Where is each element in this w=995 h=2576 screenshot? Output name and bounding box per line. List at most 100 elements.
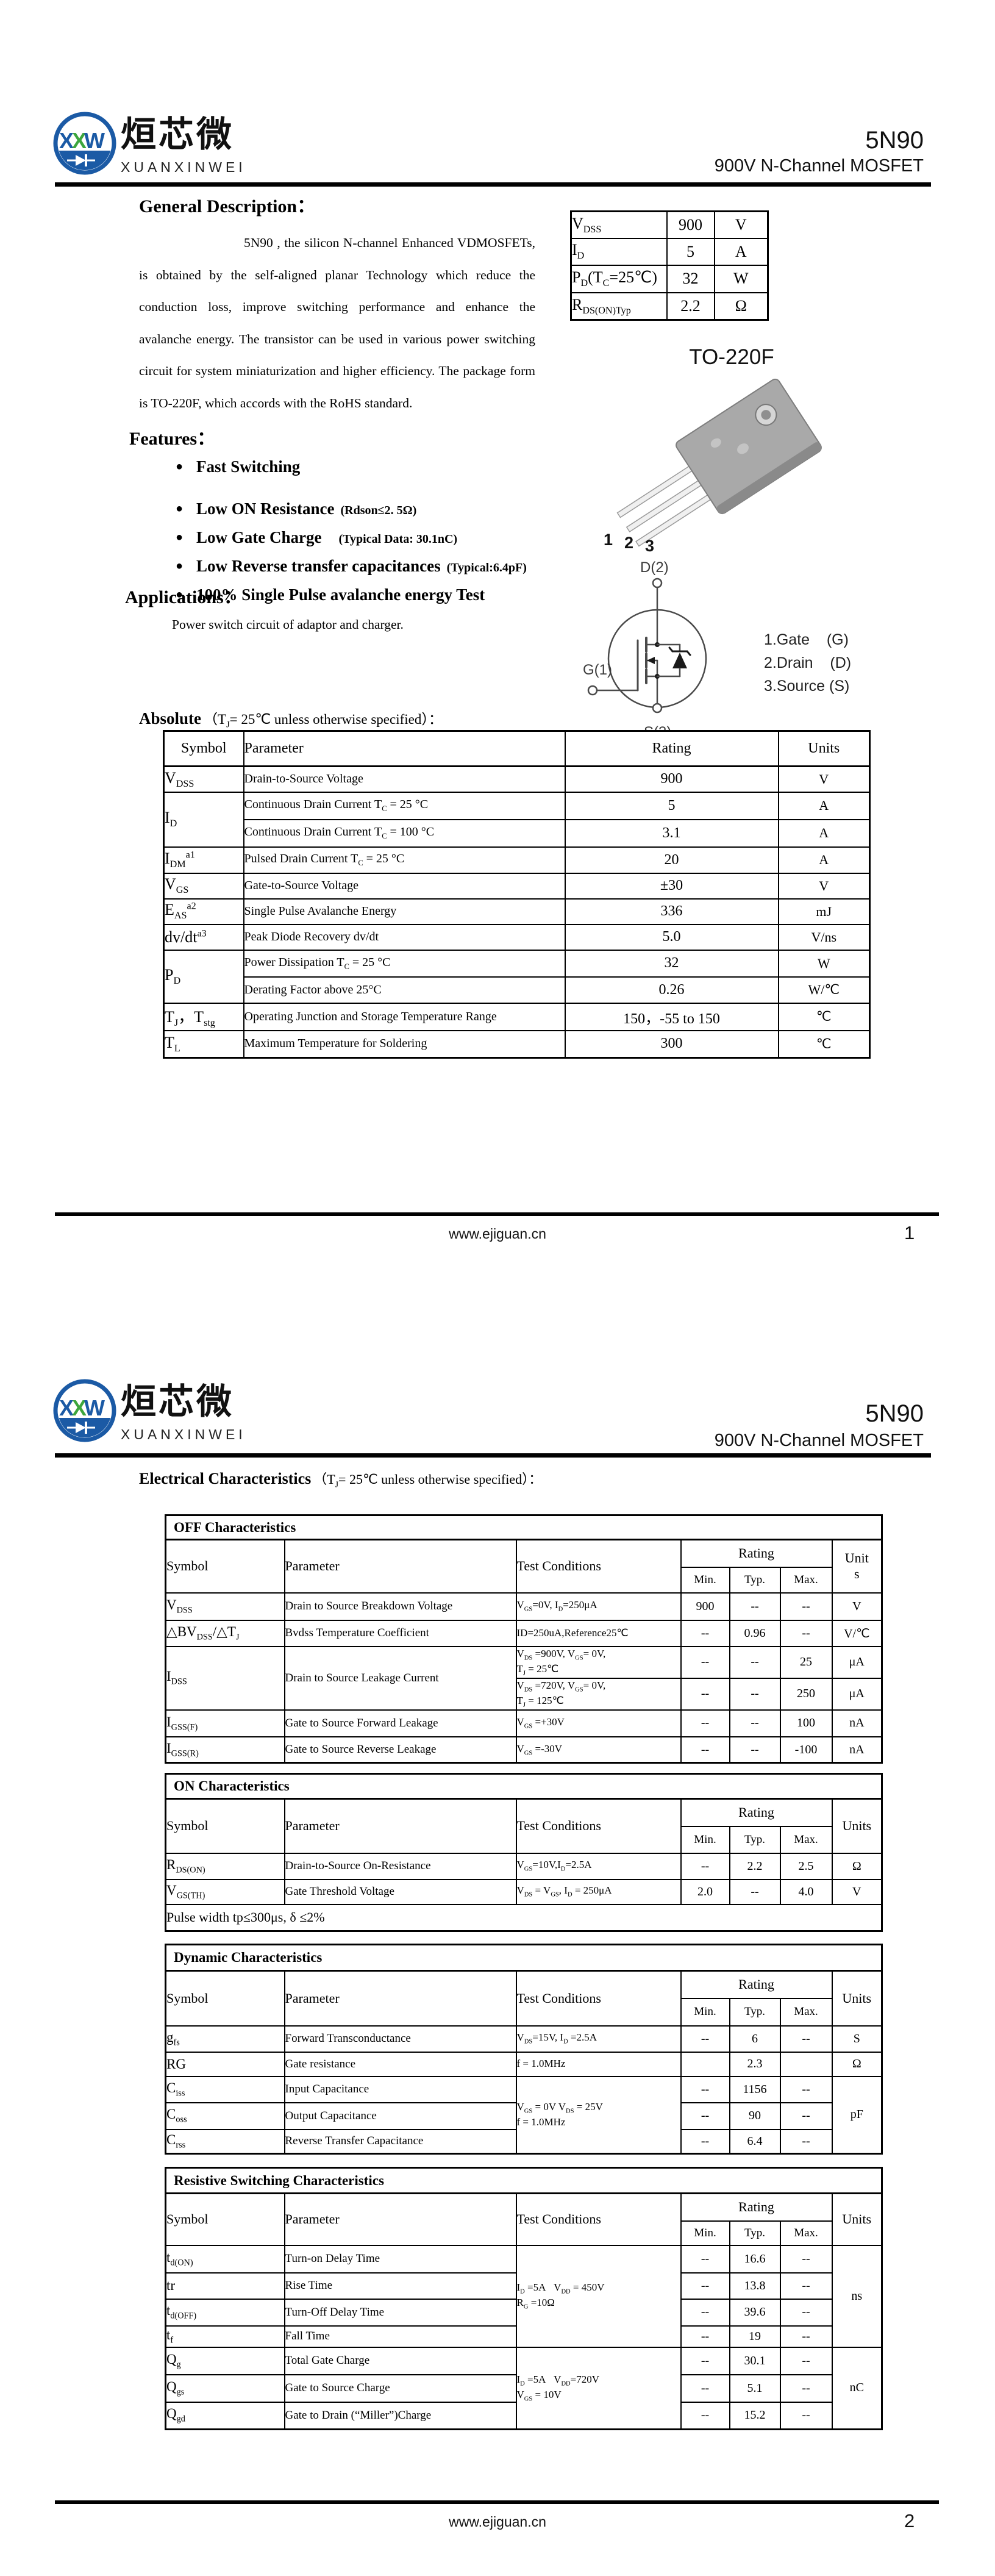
table-cell: Resistive Switching Characteristics bbox=[165, 2167, 883, 2194]
pin-legend-gate: 1.Gate (G) bbox=[764, 631, 849, 648]
gate-label: G(1) bbox=[583, 662, 612, 678]
datasheet-page-1: X X W 烜芯微 XUANXINWEI 5N90 900V N-Channel… bbox=[0, 0, 995, 1288]
table-cell: -- bbox=[680, 1619, 730, 1647]
table-cell: ℃ bbox=[777, 1002, 871, 1031]
table-cell: -- bbox=[680, 2102, 730, 2130]
table-cell: -- bbox=[680, 1852, 730, 1880]
table-cell: Gate to Drain (“Miller”)Charge bbox=[284, 2401, 517, 2430]
absolute-ratings-heading: Absolute （TJ= 25℃ unless otherwise speci… bbox=[139, 707, 443, 731]
table-cell: V bbox=[777, 872, 871, 900]
table-cell: -- bbox=[779, 2325, 833, 2348]
table-cell bbox=[680, 2051, 730, 2077]
table-cell: -- bbox=[680, 2401, 730, 2430]
table-cell: ID =5A VDD = 450V RG =10Ω bbox=[515, 2244, 682, 2348]
resistive-switching-characteristics-table: Resistive Switching Characteristics Symbo… bbox=[165, 2167, 883, 2430]
table-cell: -- bbox=[779, 2272, 833, 2300]
table-cell: VDS = VGS, ID = 250μA bbox=[515, 1878, 682, 1905]
table-cell: 250 bbox=[779, 1677, 833, 1711]
table-cell: 2.5 bbox=[779, 1852, 833, 1880]
table-row: td(ON) Turn-on Delay Time ID =5A VDD = 450… bbox=[165, 2244, 883, 2348]
channel-arrow-icon bbox=[647, 657, 655, 664]
table-cell: gfs bbox=[165, 2025, 285, 2053]
table-row: OFF Characteristics bbox=[165, 1514, 883, 1540]
table-cell: Drain to Source Breakdown Voltage bbox=[284, 1592, 517, 1621]
table-cell: VGS = 0V VDS = 25V f = 1.0MHz bbox=[515, 2075, 682, 2155]
part-number: 5N90 bbox=[865, 127, 924, 154]
feature-note: (Typical Data: 30.1nC) bbox=[338, 532, 458, 546]
table-row: IDSS Drain to Source Leakage Current VDS =… bbox=[165, 1645, 883, 1711]
table-cell: μA bbox=[831, 1677, 883, 1711]
table-cell: Symbol bbox=[165, 2192, 285, 2246]
table-cell: -- bbox=[729, 1709, 781, 1737]
table-cell: 30.1 bbox=[729, 2346, 781, 2375]
brand-logo-icon: X X W bbox=[51, 110, 118, 177]
table-cell: V/ns bbox=[777, 923, 871, 951]
electrical-heading-bold: Electrical Characteristics bbox=[139, 1470, 312, 1487]
table-cell: Coss bbox=[165, 2102, 285, 2130]
table-cell: Max. bbox=[779, 1566, 833, 1594]
table-row: Qgd Gate to Drain (“Miller”)Charge -- 15.2-… bbox=[165, 2401, 882, 2430]
table-row: Symbol Parameter Test Conditions Rating Unit… bbox=[165, 1798, 883, 1854]
table-cell: -- bbox=[779, 2025, 833, 2053]
table-cell: -- bbox=[729, 1592, 781, 1621]
table-cell: 900 bbox=[564, 765, 779, 793]
feature-text: Low ON Resistance bbox=[196, 499, 335, 518]
table-cell: Parameter bbox=[284, 1539, 517, 1594]
brand-logo-icon: X X W bbox=[51, 1377, 118, 1444]
table-cell: Rating bbox=[680, 1798, 833, 1827]
table-cell: VDS =900V, VGS= 0V, TJ = 25℃ bbox=[515, 1645, 682, 1679]
header-rule bbox=[55, 1453, 931, 1458]
table-row: Qg Total Gate Charge ID =5A VDD=720V VGS = … bbox=[165, 2346, 883, 2430]
table-row: Coss Output Capacitance -- 90 -- bbox=[165, 2102, 882, 2130]
table-cell: VGS(TH) bbox=[165, 1878, 285, 1905]
table-cell: Crss bbox=[165, 2128, 285, 2155]
table-cell: PD bbox=[163, 949, 244, 1004]
table-row: VDSS Drain-to-Source Voltage 900 V bbox=[163, 765, 871, 793]
part-number: 5N90 bbox=[865, 1400, 924, 1427]
table-cell: 3.1 bbox=[564, 818, 779, 848]
table-cell: ID bbox=[570, 237, 668, 266]
table-row: Derating Factor above 25°C 0.26 W/℃ bbox=[164, 976, 871, 1004]
table-cell: 2.2 bbox=[666, 292, 715, 321]
table-cell: 13.8 bbox=[729, 2272, 781, 2300]
table-cell: Gate to Source Forward Leakage bbox=[284, 1709, 517, 1737]
table-row: ID Continuous Drain Current TC = 25 °C 5 A bbox=[163, 791, 871, 848]
electrical-characteristics-heading: Electrical Characteristics （TJ= 25℃ unle… bbox=[139, 1469, 542, 1489]
table-cell: tr bbox=[165, 2272, 285, 2300]
table-row: RG Gate resistance f = 1.0MHz 2.3 Ω bbox=[165, 2051, 883, 2077]
table-cell: Ciss bbox=[165, 2075, 285, 2103]
table-cell: Test Conditions bbox=[515, 1798, 682, 1854]
table-cell: Units bbox=[831, 2192, 883, 2246]
logo-letter-x2: X bbox=[72, 128, 87, 153]
table-cell: Dynamic Characteristics bbox=[165, 1944, 883, 1972]
feature-text: Low Reverse transfer capacitances bbox=[196, 557, 441, 575]
table-cell: Operating Junction and Storage Temperatu… bbox=[243, 1002, 566, 1031]
package-dimple-2 bbox=[737, 443, 749, 454]
table-row: tr Rise Time -- 13.8 -- bbox=[165, 2272, 882, 2300]
package-mounting-hole-inner bbox=[761, 410, 771, 420]
table-row: PD Power Dissipation TC = 25 °C 32 W bbox=[163, 949, 871, 1004]
table-cell: Symbol bbox=[165, 1539, 285, 1594]
table-cell: RDS(ON) bbox=[165, 1852, 285, 1880]
data-table: Dynamic Characteristics Symbol Parameter Te… bbox=[165, 1944, 883, 2155]
table-row: Symbol Parameter Test Conditions Rating Unit… bbox=[165, 1539, 883, 1594]
table-row: TJ，Tstg Operating Junction and Storage Te… bbox=[163, 1002, 871, 1031]
table-cell: OFF Characteristics bbox=[165, 1514, 883, 1540]
footer-url: www.ejiguan.cn bbox=[449, 1226, 546, 1242]
table-row: Resistive Switching Characteristics bbox=[165, 2167, 883, 2194]
table-cell: Units bbox=[777, 730, 871, 767]
table-row: dv/dta3 Peak Diode Recovery dv/dt 5.0 V/ns bbox=[163, 923, 871, 951]
table-cell: Gate-to-Source Voltage bbox=[243, 872, 566, 900]
table-cell: Reverse Transfer Capacitance bbox=[284, 2128, 517, 2155]
table-cell: ±30 bbox=[564, 872, 779, 900]
table-cell: 15.2 bbox=[729, 2401, 781, 2430]
table-cell: VGS=10V,ID=2.5A bbox=[515, 1852, 682, 1880]
table-cell: Test Conditions bbox=[515, 1539, 682, 1594]
feature-text: 100% Single Pulse avalanche energy Test bbox=[196, 585, 485, 604]
absolute-ratings-table: Symbol Parameter Rating Units VDSS Drain-to-S… bbox=[163, 730, 871, 1059]
table-row: TL Maximum Temperature for Soldering 300 ℃ bbox=[163, 1029, 871, 1059]
feature-item: Low Reverse transfer capacitances (Typica… bbox=[176, 556, 615, 579]
data-table: ON Characteristics Symbol Parameter Test Co… bbox=[165, 1773, 883, 1932]
table-cell: Symbol bbox=[163, 730, 244, 767]
table-cell: -- bbox=[779, 2298, 833, 2327]
